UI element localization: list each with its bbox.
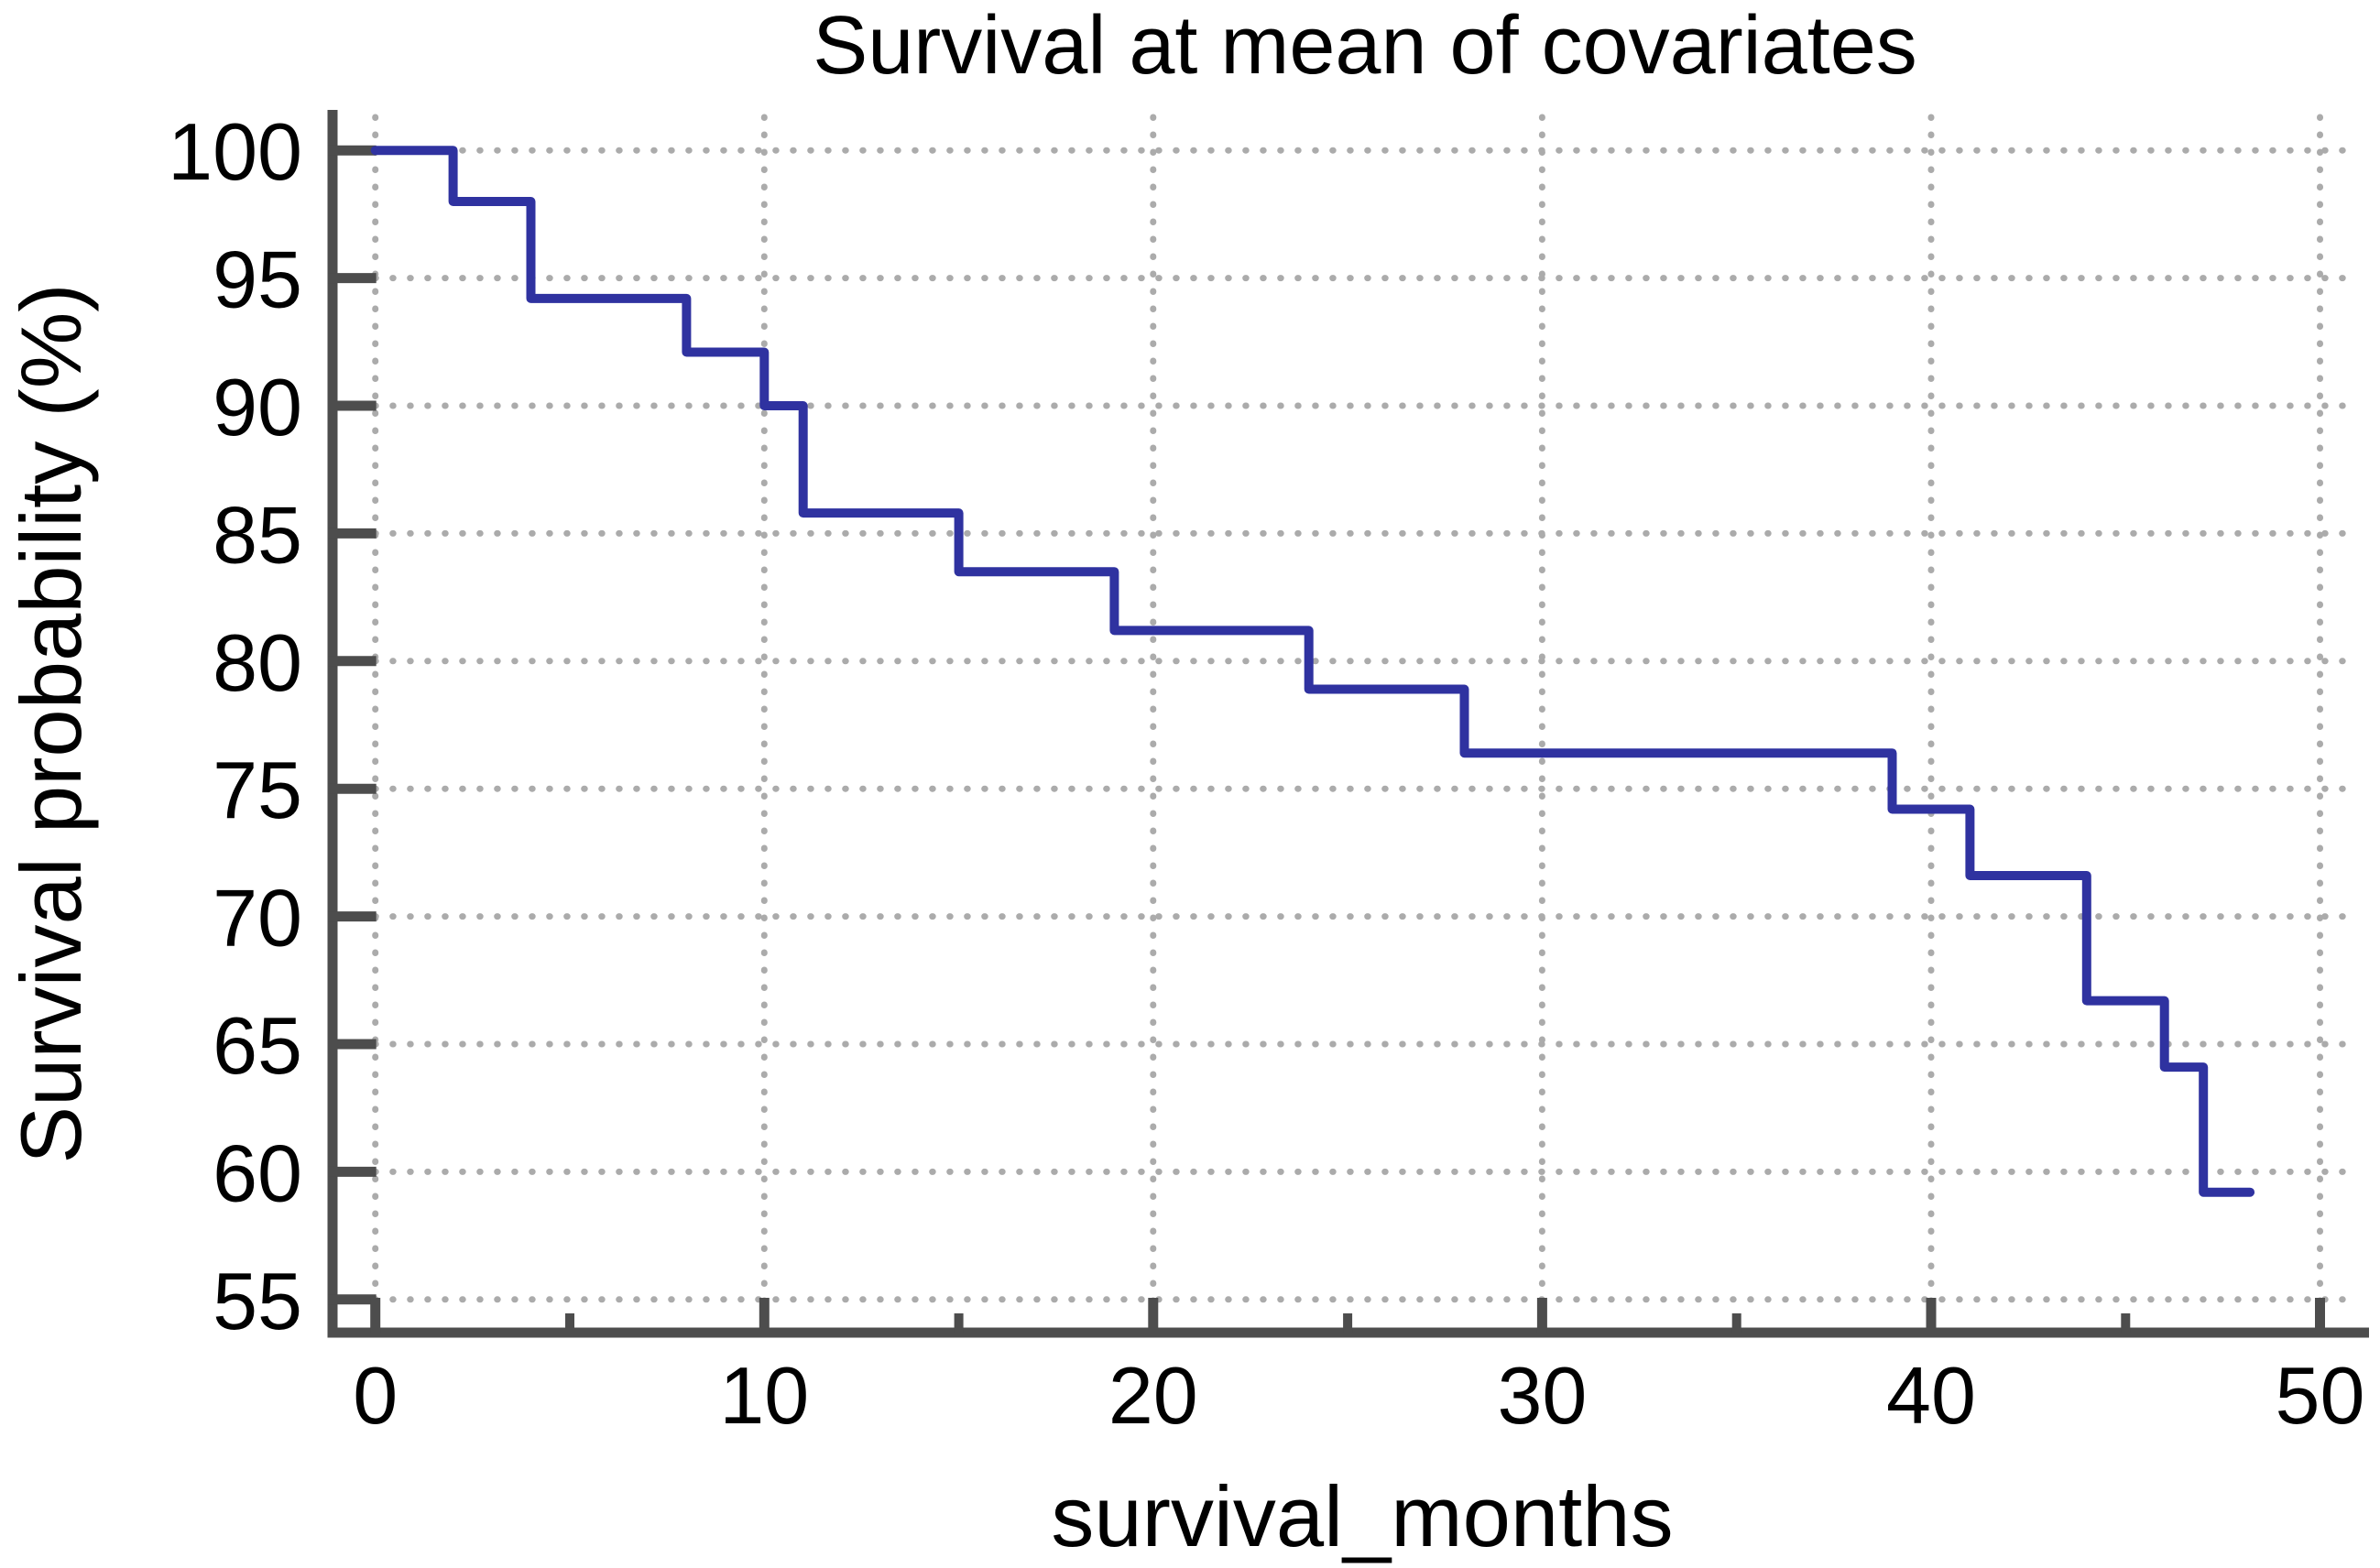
x-tick-label: 20 [1108,1350,1198,1441]
horizontal-gridlines [372,147,2363,1303]
x-tick-label: 0 [353,1350,398,1441]
y-tick-label: 85 [213,489,302,580]
x-tick-label: 10 [719,1350,809,1441]
chart-title: Survival at mean of covariates [813,0,1917,92]
y-tick-label: 90 [213,362,302,452]
x-tick-label: 40 [1886,1350,1976,1441]
x-axis-label: survival_months [1051,1468,1673,1564]
y-tick-label: 95 [213,234,302,325]
x-tick-label: 30 [1497,1350,1587,1441]
y-tick-label: 75 [213,745,302,835]
vertical-gridlines [372,114,2323,1333]
y-axis-label: Survival probability (%) [3,283,99,1163]
tick-labels: 100 95 90 85 80 75 70 65 60 55 0 10 20 30 40 50 [168,106,2364,1441]
y-tick-label: 70 [213,873,302,964]
y-tick-label: 100 [168,106,302,197]
y-tick-label: 60 [213,1127,302,1218]
y-tick-label: 80 [213,617,302,708]
x-tick-label: 50 [2276,1350,2365,1441]
axis-ticks [328,145,2325,1333]
y-tick-label: 65 [213,1000,302,1091]
survival-step-curve [370,146,2255,1197]
y-tick-label: 55 [213,1256,302,1346]
